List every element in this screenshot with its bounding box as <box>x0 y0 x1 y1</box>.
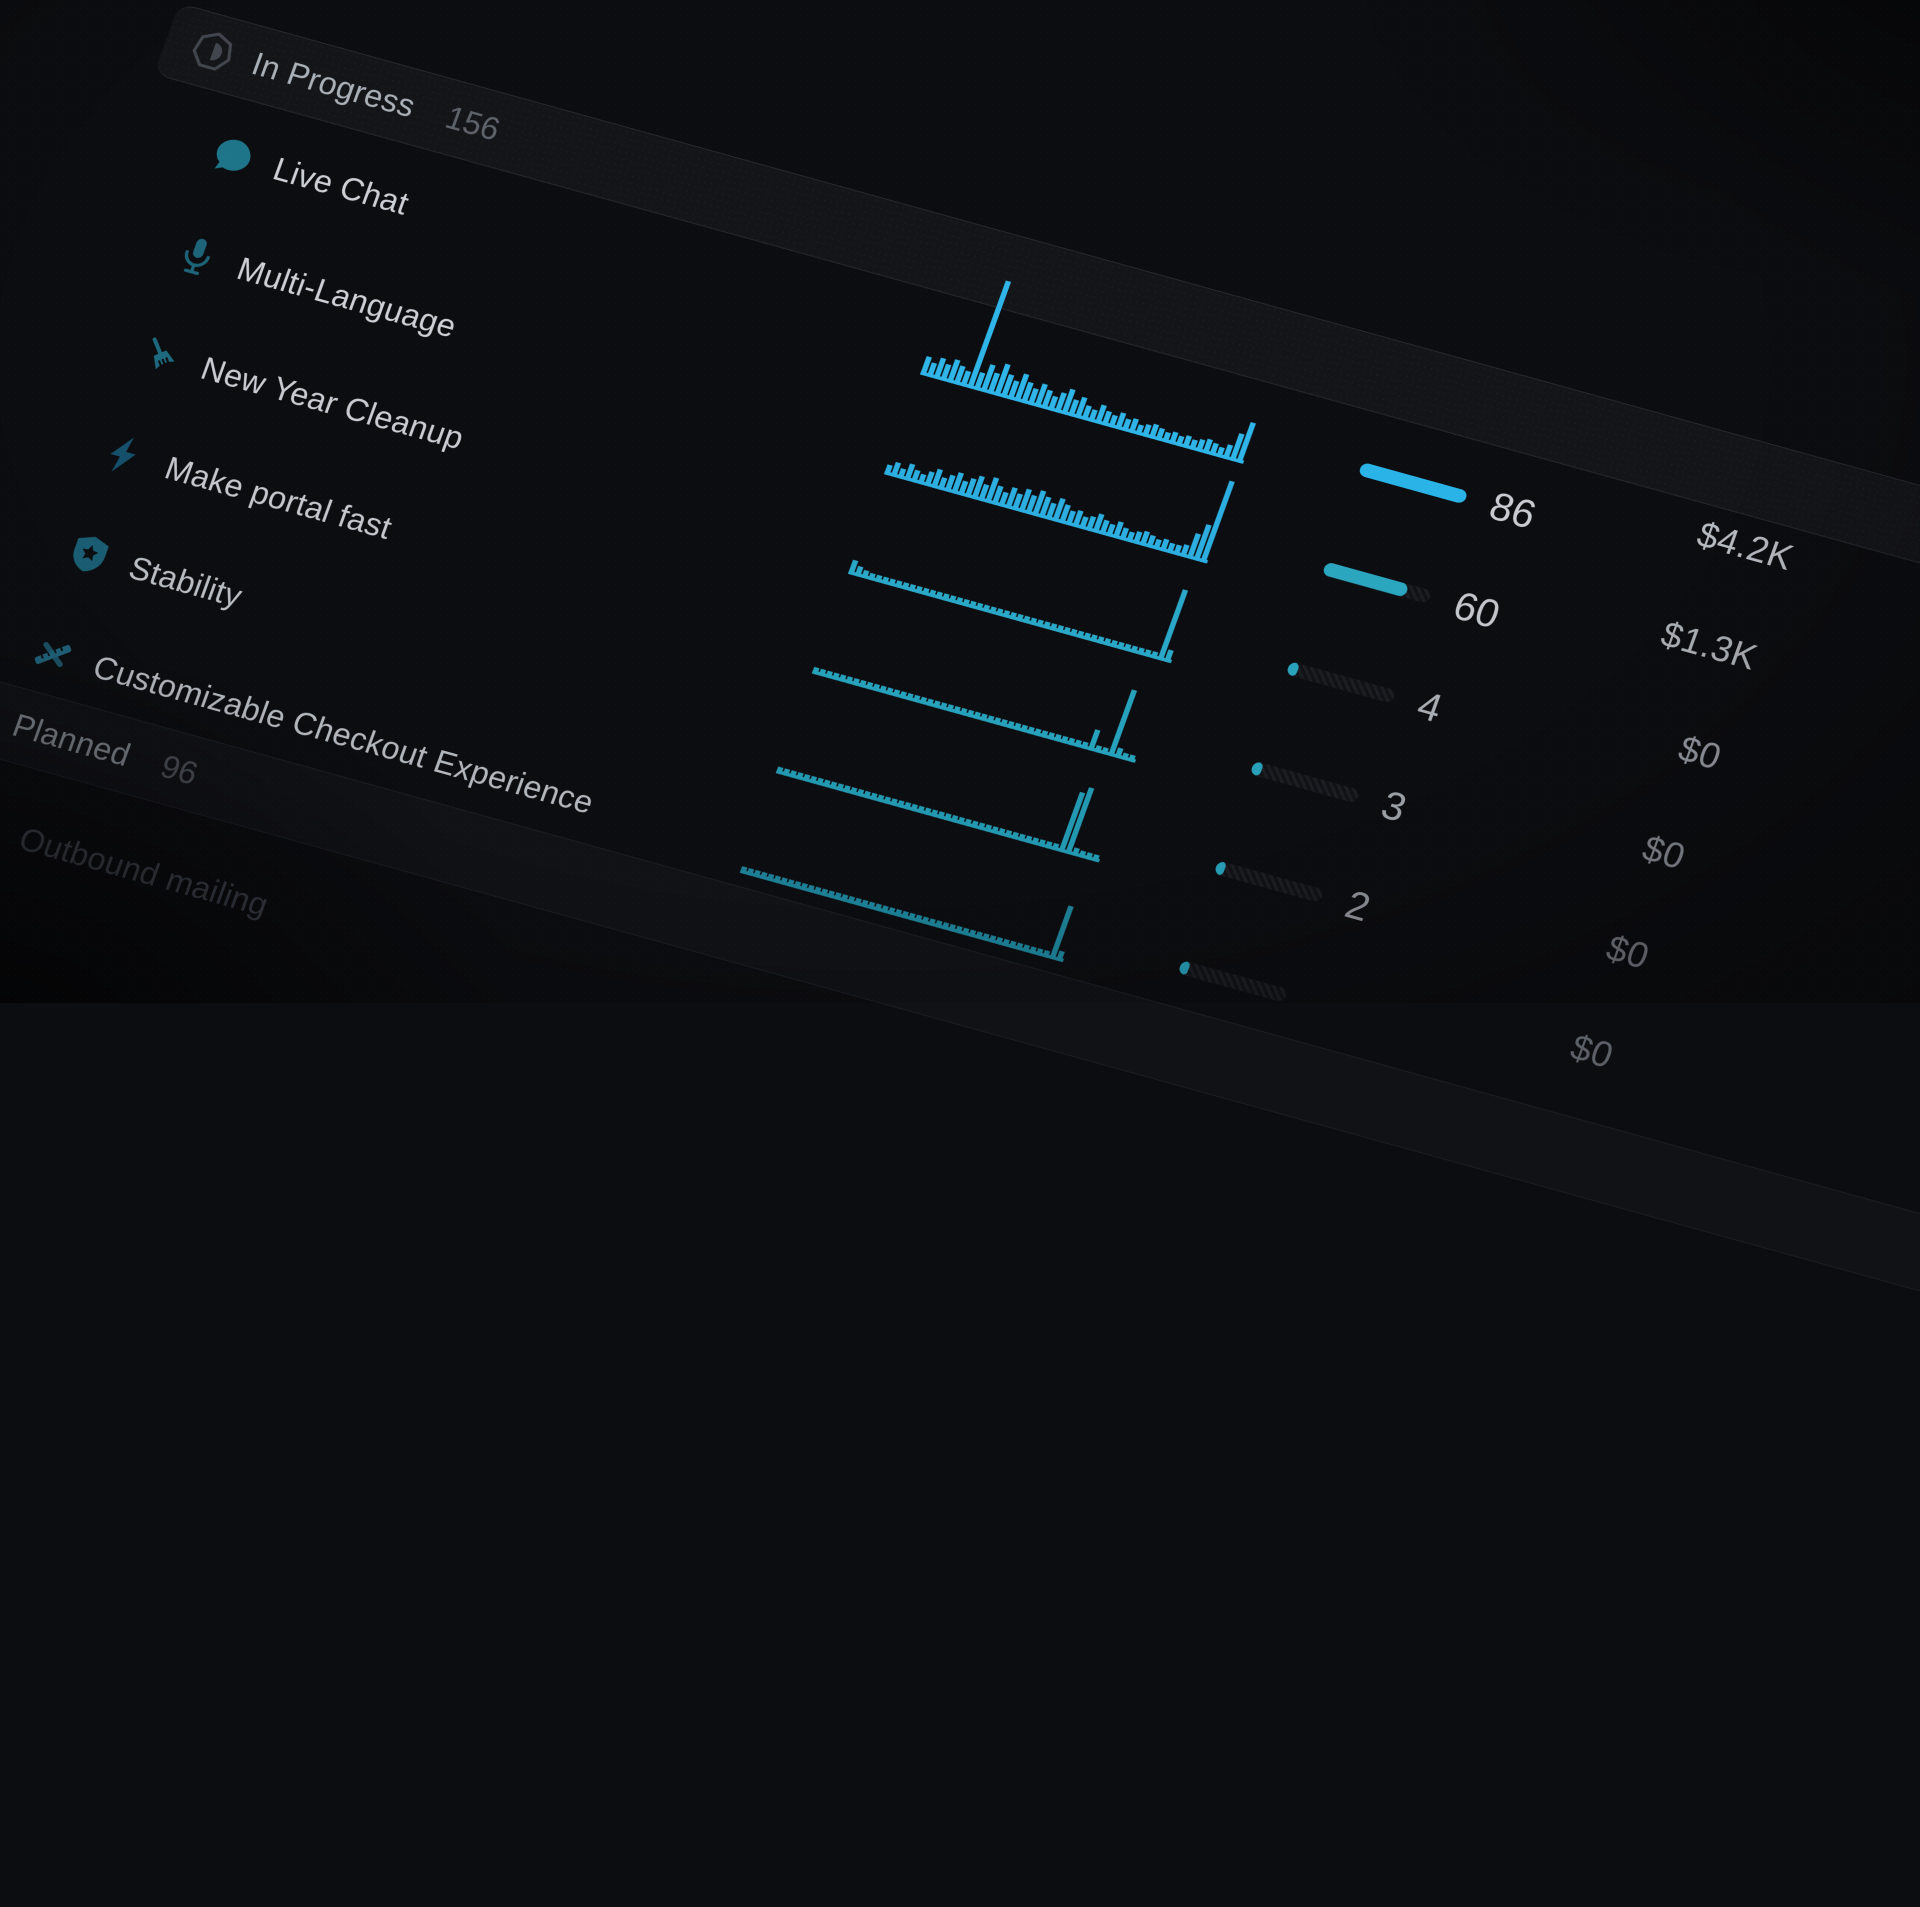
in-progress-status-icon <box>184 25 241 78</box>
votes-progress-bar <box>1357 461 1469 505</box>
lightning-icon <box>95 427 155 483</box>
votes-count: 4 <box>1411 683 1449 731</box>
section-count: 156 <box>441 98 505 147</box>
votes-progress-bar <box>1285 661 1397 704</box>
feature-name: Outbound mailing <box>14 820 274 924</box>
feature-name: Stability <box>124 549 248 614</box>
votes-count: 2 <box>1339 882 1377 930</box>
broom-icon <box>131 328 191 384</box>
chat-bubble-icon <box>203 129 263 185</box>
votes-count: 3 <box>1375 782 1413 831</box>
microphone-icon <box>167 228 227 284</box>
votes-progress-bar <box>1249 760 1361 804</box>
shield-icon <box>59 527 119 583</box>
votes-count: 60 <box>1447 583 1506 637</box>
planned-status-icon <box>0 687 2 740</box>
votes-count: 86 <box>1483 484 1542 538</box>
votes-progress-bar <box>1213 860 1325 903</box>
votes-progress-bar <box>1321 561 1433 605</box>
feature-name: Live Chat <box>268 150 414 222</box>
votes-progress-bar <box>1177 960 1289 1003</box>
section-count: 96 <box>156 747 203 792</box>
section-label: Planned <box>8 706 136 773</box>
ruler-pencil-icon <box>23 627 83 683</box>
